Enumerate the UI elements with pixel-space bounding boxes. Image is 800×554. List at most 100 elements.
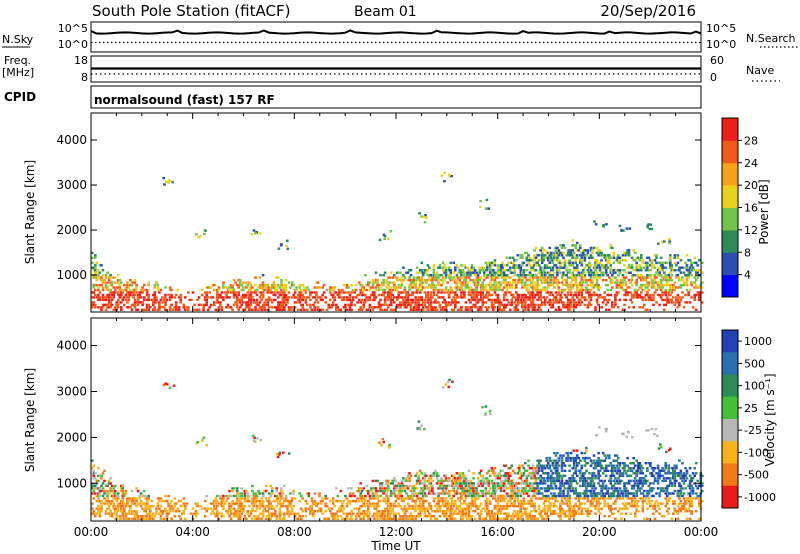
power-cell [141, 286, 144, 289]
velocity-cell [492, 484, 495, 488]
velocity-cell [499, 499, 503, 503]
velocity-cell [466, 479, 469, 483]
power-cell [664, 303, 667, 307]
velocity-cell [475, 497, 478, 500]
velocity-cell [118, 502, 122, 505]
power-cell [371, 308, 375, 311]
power-cell [463, 291, 466, 294]
power-cell [240, 283, 243, 287]
power-cell [167, 293, 170, 297]
power-cell [563, 288, 567, 292]
power-cell [344, 291, 347, 294]
velocity-cell [417, 479, 420, 483]
velocity-cell [504, 512, 507, 515]
power-cell [556, 271, 559, 274]
velocity-cell [461, 517, 465, 520]
power-cell [257, 303, 260, 307]
power-cell [254, 301, 257, 304]
power-cell [168, 286, 172, 289]
velocity-cell [432, 474, 436, 477]
velocity-cell [444, 504, 448, 508]
power-cell [231, 283, 234, 287]
power-cell [286, 239, 289, 242]
power-cell [431, 306, 434, 309]
power-cell [583, 254, 587, 257]
velocity-cell [229, 502, 233, 505]
velocity-cell [402, 507, 405, 510]
power-cell [601, 278, 605, 282]
power-cell [644, 308, 648, 311]
velocity-cell [438, 499, 442, 503]
velocity-cell [373, 504, 376, 508]
power-cell [275, 308, 279, 311]
velocity-cell [432, 515, 436, 518]
velocity-cell [109, 515, 112, 518]
power-cell [537, 303, 541, 307]
power-cell [103, 296, 106, 299]
velocity-cell [516, 472, 520, 475]
power-cell [638, 306, 642, 309]
power-cell [435, 293, 439, 297]
power-cell [286, 301, 289, 304]
power-cell [571, 306, 574, 309]
velocity-cell [376, 510, 379, 513]
velocity-cell [527, 459, 530, 462]
power-cell [646, 266, 649, 269]
power-cell [202, 306, 205, 309]
power-cell [525, 296, 529, 299]
power-cell [266, 283, 269, 287]
power-cell [586, 278, 590, 282]
velocity-cell [121, 497, 125, 500]
power-cell [489, 266, 492, 269]
power-cell [350, 291, 353, 294]
power-cell [153, 308, 157, 311]
power-cell [551, 303, 555, 307]
power-cell [501, 274, 504, 277]
velocity-cell [486, 472, 489, 475]
velocity-cell [492, 472, 495, 475]
velocity-cell [136, 489, 140, 493]
power-cell [537, 264, 541, 267]
velocity-cell [467, 507, 471, 510]
power-cell [415, 288, 419, 292]
velocity-cell [501, 494, 504, 498]
power-cell [463, 293, 466, 297]
power-cell [604, 264, 608, 267]
velocity-cell [425, 507, 428, 510]
power-cell [374, 278, 378, 282]
velocity-cell [505, 515, 509, 518]
velocity-cell [217, 512, 221, 515]
power-cell [231, 286, 234, 289]
velocity-cell [357, 507, 361, 510]
velocity-cell [267, 512, 271, 515]
velocity-cell [110, 512, 114, 515]
power-cell [487, 291, 491, 294]
velocity-cell [472, 502, 475, 505]
velocity-cell [289, 502, 292, 505]
power-cell [673, 281, 677, 284]
velocity-cell [321, 499, 324, 503]
velocity-cell [100, 502, 103, 505]
power-cell [466, 281, 469, 284]
power-cell [153, 296, 157, 299]
velocity-cell [104, 510, 108, 513]
velocity-cell [528, 482, 532, 485]
power-cell [498, 298, 501, 302]
power-cell [376, 283, 379, 287]
velocity-cell [493, 515, 497, 518]
power-cell [333, 291, 337, 294]
power-cell [312, 303, 315, 307]
velocity-cell [454, 510, 457, 513]
power-cell [640, 286, 643, 289]
power-cell [315, 291, 318, 294]
velocity-cell [400, 507, 404, 510]
velocity-cell [331, 515, 335, 518]
velocity-cell [260, 512, 263, 515]
power-cell [563, 274, 567, 277]
power-cell [394, 288, 398, 292]
power-cell [399, 303, 402, 307]
velocity-cell [335, 487, 338, 490]
velocity-cell [460, 492, 463, 495]
power-cell [646, 256, 649, 259]
velocity-cell [447, 489, 451, 493]
